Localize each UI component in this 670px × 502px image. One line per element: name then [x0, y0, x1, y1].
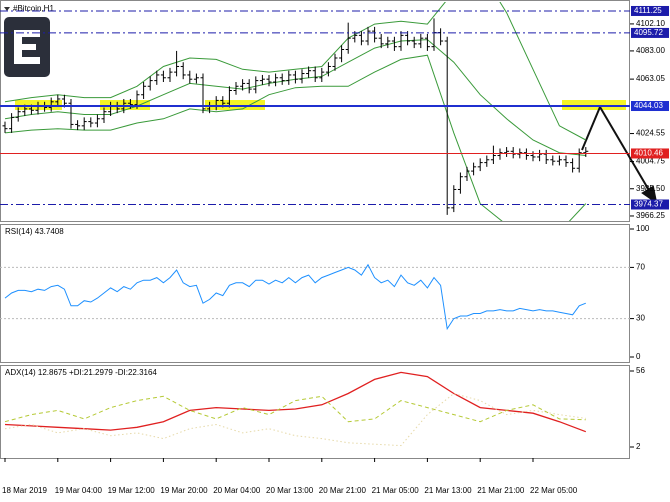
highlight-zones — [15, 100, 626, 110]
x-tick-label: 22 Mar 05:00 — [530, 486, 578, 495]
x-tick-label: 18 Mar 2019 — [2, 486, 47, 495]
bollinger-lower — [4, 54, 587, 221]
x-tick-label: 20 Mar 21:00 — [319, 486, 367, 495]
indicator-plot — [4, 371, 587, 447]
arrow-head — [641, 185, 658, 205]
x-tick-label: 21 Mar 21:00 — [477, 486, 525, 495]
arrow-line — [599, 106, 651, 193]
level-label-box — [631, 148, 669, 159]
level-label-box — [631, 199, 669, 210]
y-tick-label: 0 — [636, 352, 641, 361]
y-tick-label: 4063.05 — [636, 74, 665, 83]
level-label: 4111.25 — [634, 6, 662, 15]
zone — [562, 100, 626, 110]
x-tick-label: 19 Mar 12:00 — [108, 486, 156, 495]
x-tick-label: 21 Mar 05:00 — [372, 486, 420, 495]
x-tick-label: 20 Mar 04:00 — [213, 486, 261, 495]
y-tick-label: 2 — [636, 442, 641, 451]
y-tick-label: 100 — [636, 224, 650, 233]
adx-frame — [0, 365, 630, 459]
forecast-arrows — [581, 106, 658, 205]
arrow-line — [581, 106, 601, 151]
indicator-line — [4, 395, 586, 423]
indicator-line — [4, 371, 587, 433]
y-tick-label: 70 — [636, 263, 645, 272]
level-label: 4010.46 — [634, 149, 663, 158]
bollinger-upper — [4, 2, 587, 141]
indicator-plot — [0, 263, 630, 331]
level-label: 3974.37 — [634, 200, 663, 209]
price-plot — [2, 2, 589, 221]
y-tick-label: 4024.55 — [636, 129, 665, 138]
y-tick-label: 56 — [636, 366, 645, 375]
rsi-title: RSI(14) 43.7408 — [5, 227, 64, 236]
y-tick-label: 4102.10 — [636, 19, 665, 28]
y-tick-label: 4083.00 — [636, 46, 665, 55]
zone — [205, 100, 265, 110]
logo — [4, 17, 50, 77]
x-tick-label: 19 Mar 04:00 — [55, 486, 103, 495]
main-frame — [0, 0, 630, 222]
level-label-box — [631, 5, 669, 16]
y-tick-label: 3985.50 — [636, 184, 665, 193]
x-tick-label: 19 Mar 20:00 — [160, 486, 208, 495]
zone — [100, 100, 150, 110]
rsi-frame — [0, 224, 630, 363]
chart-title: #Bitcoin,H1 — [13, 4, 54, 13]
y-tick-label: 4004.75 — [636, 157, 665, 166]
x-tick-label: 20 Mar 13:00 — [266, 486, 314, 495]
symbol-marker — [4, 7, 10, 11]
rsi-line — [4, 263, 586, 331]
level-label-box — [631, 101, 669, 112]
level-label: 4095.72 — [634, 28, 663, 37]
adx-title: ADX(14) 12.8675 +DI:21.2979 -DI:22.3164 — [5, 368, 157, 377]
level-label-box — [631, 27, 669, 38]
y-tick-label: 3966.25 — [636, 211, 665, 220]
y-tick-label: 30 — [636, 314, 645, 323]
x-tick-label: 21 Mar 13:00 — [424, 486, 472, 495]
level-label: 4044.03 — [634, 101, 663, 110]
indicator-line — [4, 392, 586, 447]
logo-glyph — [14, 30, 40, 64]
